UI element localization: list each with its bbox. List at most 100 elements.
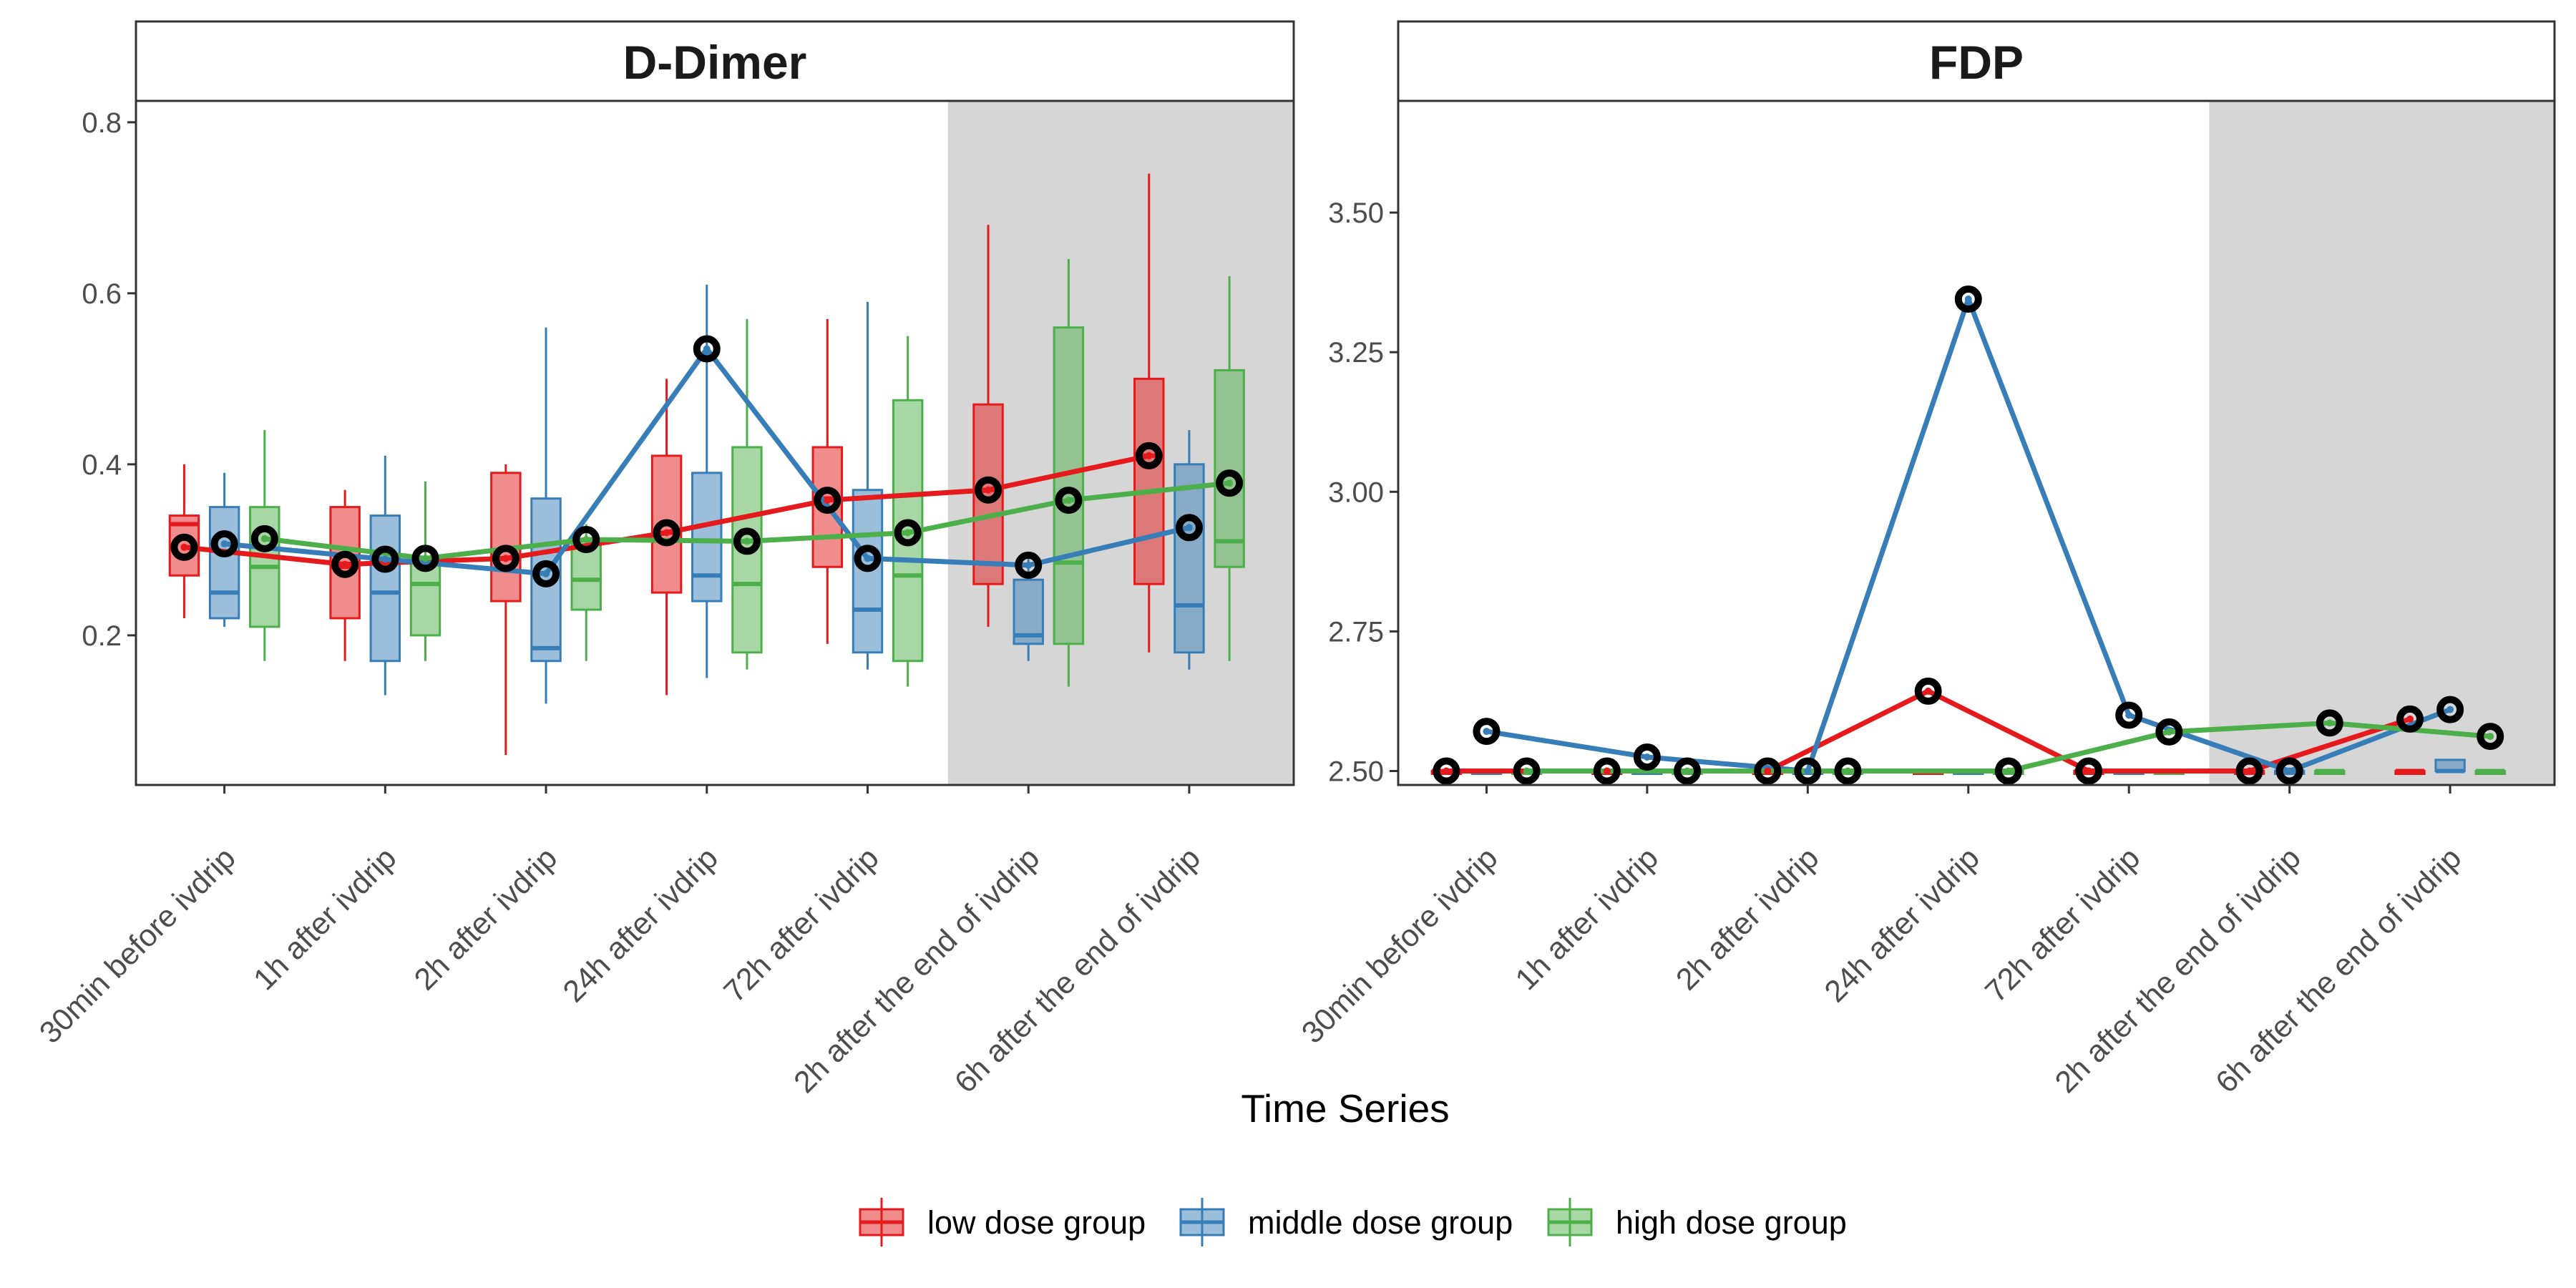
- mean-point-center: [1603, 767, 1611, 775]
- mean-point-center: [2085, 767, 2093, 775]
- mean-point-center: [1804, 767, 1812, 775]
- y-tick-label: 0.4: [82, 449, 122, 481]
- mean-point-center: [2285, 767, 2293, 775]
- x-tick-label: 24h after ivdrip: [557, 841, 725, 1009]
- mean-point-center: [1145, 452, 1153, 459]
- mean-point-center: [1443, 767, 1450, 775]
- mean-point-center: [1025, 561, 1033, 569]
- mean-point-middle-dose-group: [1175, 514, 1203, 542]
- panel-strip: [1397, 20, 2556, 102]
- box-low-dose-group-7: [1133, 173, 1165, 653]
- mean-point-center: [1523, 767, 1531, 775]
- mean-point-center: [864, 555, 872, 562]
- mean-point-center: [582, 536, 590, 544]
- mean-point-middle-dose-group: [2275, 757, 2303, 785]
- mean-point-center: [703, 345, 711, 353]
- mean-point-low-dose-group: [170, 533, 198, 561]
- x-tick-label: 72h after ivdrip: [717, 841, 885, 1009]
- mean-point-high-dose-group: [2316, 709, 2343, 737]
- legend-item-high-dose-group: high dose group: [1547, 1198, 1847, 1246]
- x-tick-label: 2h after ivdrip: [1669, 841, 1825, 997]
- box-body: [490, 472, 522, 602]
- mean-point-center: [2326, 719, 2333, 727]
- box-high-dose-group-6: [1053, 259, 1085, 687]
- mean-point-middle-dose-group: [854, 545, 882, 572]
- y-tick-label: 0.2: [82, 620, 122, 652]
- mean-point-middle-dose-group: [693, 335, 721, 363]
- panel-border: [135, 99, 1295, 786]
- mean-point-low-dose-group: [1914, 677, 1942, 705]
- y-tick-label: 2.75: [1328, 616, 1384, 648]
- mean-point-center: [1684, 767, 1691, 775]
- mean-point-center: [2245, 767, 2253, 775]
- x-tick-label: 2h after ivdrip: [408, 841, 564, 997]
- panel-title: FDP: [1929, 36, 2024, 89]
- mean-point-middle-dose-group: [532, 560, 560, 587]
- mean-point-center: [2125, 711, 2133, 719]
- mean-point-center: [260, 535, 268, 542]
- mean-point-high-dose-group: [1216, 469, 1244, 497]
- mean-point-center: [542, 570, 550, 577]
- mean-point-center: [502, 555, 509, 562]
- mean-point-low-dose-group: [1754, 757, 1782, 785]
- mean-point-low-dose-group: [975, 476, 1002, 504]
- panel-title: D-Dimer: [623, 36, 807, 89]
- mean-point-center: [1483, 728, 1491, 736]
- box-body: [369, 514, 401, 663]
- mean-point-high-dose-group: [1994, 757, 2022, 785]
- mean-point-low-dose-group: [814, 487, 841, 514]
- mean-point-high-dose-group: [2155, 718, 2183, 746]
- box-body: [1053, 326, 1085, 645]
- mean-point-middle-dose-group: [2115, 701, 2143, 729]
- mean-point-center: [1964, 296, 1972, 303]
- box-middle-dose-group-7: [2434, 758, 2466, 774]
- mean-point-low-dose-group: [1433, 757, 1460, 785]
- box-body: [208, 506, 240, 620]
- mean-point-high-dose-group: [2477, 723, 2504, 751]
- mean-point-center: [1185, 524, 1193, 532]
- mean-point-low-dose-group: [2396, 705, 2424, 733]
- box-high-dose-group-7: [2474, 769, 2506, 775]
- y-tick-label: 3.00: [1328, 477, 1384, 508]
- y-tick-label: 0.8: [82, 107, 122, 139]
- mean-point-center: [2446, 706, 2454, 713]
- panel-border: [1397, 99, 2556, 786]
- box-high-dose-group-7: [1214, 275, 1245, 661]
- mean-point-low-dose-group: [2235, 757, 2263, 785]
- box-body: [691, 472, 723, 602]
- box-middle-dose-group-2: [369, 455, 401, 696]
- mean-point-center: [743, 537, 751, 545]
- mean-point-center: [2004, 767, 2012, 775]
- mean-point-middle-dose-group: [210, 530, 238, 558]
- x-axis-title: Time Series: [1241, 1086, 1449, 1131]
- mean-point-middle-dose-group: [371, 545, 399, 573]
- x-tick-label: 30min before ivdrip: [1295, 841, 1505, 1050]
- mean-point-high-dose-group: [1674, 757, 1701, 785]
- x-tick-label: 1h after ivdrip: [247, 841, 403, 997]
- mean-point-center: [1226, 479, 1234, 487]
- mean-point-center: [1844, 767, 1852, 775]
- x-tick-label: 30min before ivdrip: [33, 841, 243, 1050]
- mean-point-center: [1065, 497, 1073, 504]
- mean-point-center: [824, 497, 831, 504]
- mean-point-low-dose-group: [492, 545, 519, 572]
- shaded-region: [2209, 101, 2555, 785]
- y-tick-label: 3.25: [1328, 337, 1384, 369]
- box-body: [1214, 369, 1245, 568]
- mean-point-center: [180, 543, 188, 551]
- panel-strip: [135, 20, 1295, 102]
- box-series-middle-dose-group: [208, 284, 1205, 704]
- mean-point-high-dose-group: [894, 519, 922, 547]
- legend-label: high dose group: [1616, 1204, 1847, 1241]
- panel-fdp: FDP 2.50 2.75 3.00 3.25 3.50 30min before ivdr…: [1295, 20, 2556, 1100]
- mean-point-middle-dose-group: [2436, 696, 2464, 723]
- legend-label: middle dose group: [1248, 1204, 1513, 1241]
- mean-point-center: [2406, 715, 2414, 723]
- mean-point-center: [421, 555, 429, 562]
- box-middle-dose-group-1: [208, 472, 240, 627]
- mean-point-high-dose-group: [250, 525, 278, 552]
- box-middle-dose-group-4: [691, 284, 723, 678]
- mean-point-low-dose-group: [1593, 757, 1621, 785]
- mean-point-center: [381, 555, 389, 563]
